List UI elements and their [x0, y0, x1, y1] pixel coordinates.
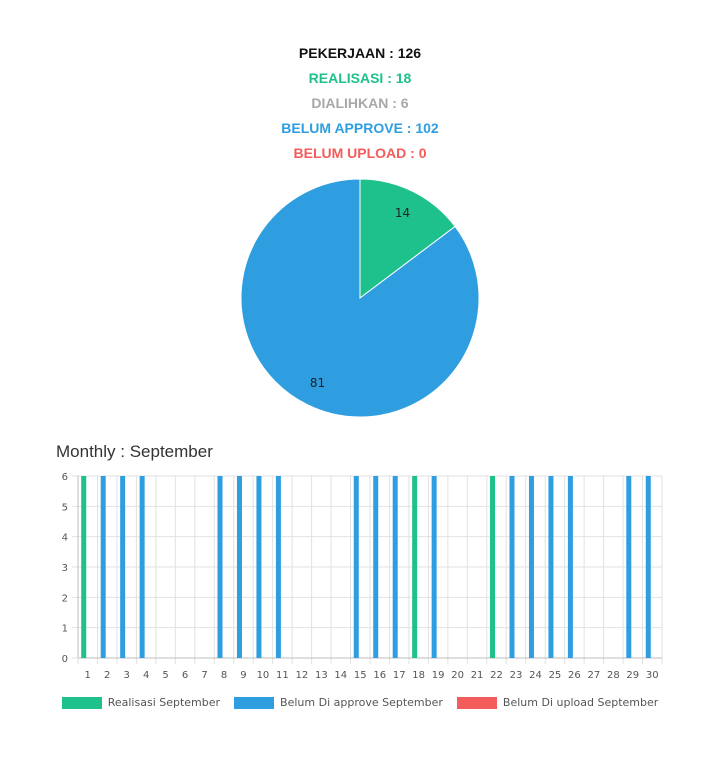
bar-realisasi-september-18[interactable]	[412, 476, 418, 658]
y-tick-label: 2	[62, 593, 68, 604]
bar-belum-di-approve-september-16[interactable]	[373, 476, 379, 658]
y-tick-label: 4	[62, 533, 68, 544]
x-tick-label: 7	[201, 670, 207, 681]
x-tick-label: 13	[315, 670, 328, 681]
x-tick-label: 28	[607, 670, 620, 681]
x-tick-label: 30	[646, 670, 659, 681]
x-tick-label: 14	[334, 670, 347, 681]
x-tick-label: 16	[373, 670, 386, 681]
summary-block: PEKERJAAN : 126 REALISASI : 18 DIALIHKAN…	[0, 42, 720, 167]
total-dialihkan: DIALIHKAN : 6	[311, 95, 409, 111]
bar-belum-di-approve-september-3[interactable]	[120, 476, 126, 658]
x-tick-label: 23	[510, 670, 523, 681]
total-belum-approve: BELUM APPROVE : 102	[281, 120, 439, 136]
bar-belum-di-approve-september-25[interactable]	[548, 476, 554, 658]
x-tick-label: 1	[85, 670, 91, 681]
x-tick-label: 9	[240, 670, 246, 681]
pie-slice-belum-approve[interactable]	[240, 178, 480, 418]
x-tick-label: 3	[123, 670, 129, 681]
bar-belum-di-approve-september-10[interactable]	[256, 476, 262, 658]
y-tick-label: 0	[62, 654, 68, 665]
bar-belum-di-approve-september-24[interactable]	[528, 476, 534, 658]
legend-swatch-approve	[234, 696, 275, 709]
x-tick-label: 22	[490, 670, 503, 681]
x-tick-label: 29	[626, 670, 639, 681]
legend-label-realisasi: Realisasi September	[107, 696, 221, 709]
x-tick-label: 25	[549, 670, 562, 681]
x-tick-label: 11	[276, 670, 289, 681]
x-tick-label: 8	[221, 670, 227, 681]
x-tick-label: 12	[295, 670, 308, 681]
pie-label-realisasi: 14	[395, 206, 410, 220]
x-tick-label: 6	[182, 670, 188, 681]
legend: Realisasi September Belum Di approve Sep…	[0, 696, 720, 709]
total-realisasi: REALISASI : 18	[308, 70, 412, 86]
x-tick-label: 18	[412, 670, 425, 681]
legend-swatch-upload	[456, 696, 497, 709]
x-tick-label: 21	[471, 670, 484, 681]
bar-belum-di-approve-september-9[interactable]	[236, 476, 242, 658]
bar-realisasi-september-1[interactable]	[81, 476, 87, 658]
x-tick-label: 15	[354, 670, 367, 681]
bar-belum-di-approve-september-4[interactable]	[139, 476, 145, 658]
legend-item-approve[interactable]: Belum Di approve September	[234, 696, 443, 709]
legend-swatch-realisasi	[61, 696, 102, 709]
bar-belum-di-approve-september-17[interactable]	[392, 476, 398, 658]
total-pekerjaan: PEKERJAAN : 126	[298, 45, 422, 61]
y-tick-label: 5	[62, 502, 68, 513]
x-tick-label: 20	[451, 670, 464, 681]
bar-belum-di-approve-september-15[interactable]	[353, 476, 359, 658]
monthly-title: Monthly : September	[56, 442, 213, 461]
legend-label-approve: Belum Di approve September	[280, 696, 443, 709]
x-tick-label: 26	[568, 670, 581, 681]
x-tick-label: 2	[104, 670, 110, 681]
x-tick-label: 27	[587, 670, 600, 681]
x-tick-label: 19	[432, 670, 445, 681]
bar-belum-di-approve-september-8[interactable]	[217, 476, 223, 658]
x-tick-label: 17	[393, 670, 406, 681]
bar-belum-di-approve-september-19[interactable]	[431, 476, 437, 658]
bar-belum-di-approve-september-23[interactable]	[509, 476, 515, 658]
pie-chart: 14 81	[240, 178, 480, 418]
bar-belum-di-approve-september-29[interactable]	[626, 476, 632, 658]
pie-label-belum-approve: 81	[310, 376, 325, 390]
bar-realisasi-september-22[interactable]	[490, 476, 496, 658]
y-tick-label: 1	[62, 624, 68, 635]
y-tick-label: 3	[62, 563, 68, 574]
x-tick-label: 4	[143, 670, 149, 681]
bar-belum-di-approve-september-26[interactable]	[567, 476, 573, 658]
total-belum-upload: BELUM UPLOAD : 0	[293, 145, 427, 161]
bar-belum-di-approve-september-2[interactable]	[100, 476, 106, 658]
bar-belum-di-approve-september-30[interactable]	[645, 476, 651, 658]
pie-slice-realisasi[interactable]	[359, 178, 456, 300]
legend-item-upload[interactable]: Belum Di upload September	[456, 696, 659, 709]
x-tick-label: 10	[257, 670, 270, 681]
x-tick-label: 5	[162, 670, 168, 681]
bar-belum-di-approve-september-11[interactable]	[275, 476, 281, 658]
legend-item-realisasi[interactable]: Realisasi September	[61, 696, 221, 709]
y-tick-label: 6	[62, 472, 68, 483]
legend-label-upload: Belum Di upload September	[502, 696, 659, 709]
x-tick-label: 24	[529, 670, 542, 681]
